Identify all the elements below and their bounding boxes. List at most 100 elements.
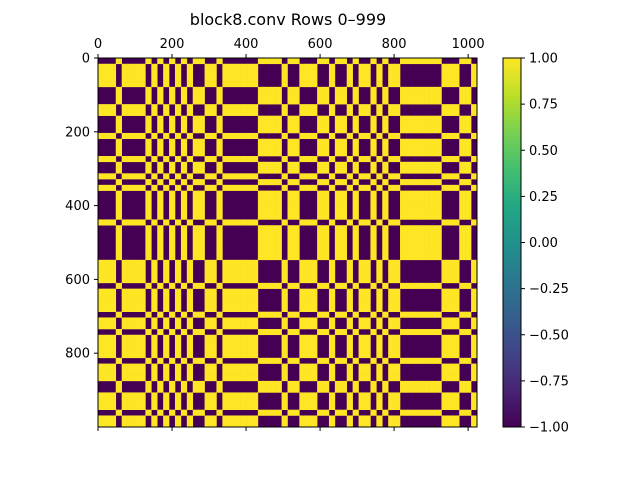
- heatmap-cell: [317, 161, 324, 168]
- heatmap-cell: [263, 127, 271, 134]
- heatmap-cell: [346, 259, 353, 266]
- heatmap-cell: [275, 150, 282, 157]
- heatmap-cell: [222, 392, 229, 399]
- heatmap-cell: [305, 69, 312, 76]
- heatmap-cell: [376, 369, 383, 376]
- heatmap-cell: [317, 386, 324, 393]
- heatmap-cell: [317, 127, 324, 134]
- heatmap-cell: [358, 340, 365, 347]
- heatmap-cell: [103, 104, 111, 111]
- heatmap-cell: [340, 242, 348, 249]
- heatmap-cell: [157, 207, 164, 214]
- heatmap-cell: [109, 323, 117, 330]
- heatmap-cell: [382, 190, 389, 197]
- heatmap-cell: [186, 259, 194, 266]
- heatmap-cell: [269, 58, 276, 65]
- heatmap-cell: [246, 305, 253, 312]
- heatmap-cell: [115, 144, 122, 151]
- heatmap-cell: [109, 403, 117, 411]
- heatmap-cell: [453, 288, 460, 295]
- heatmap-cell: [405, 242, 413, 249]
- heatmap-cell: [293, 311, 300, 318]
- heatmap-cell: [115, 328, 122, 336]
- heatmap-cell: [246, 375, 253, 382]
- colorbar-tick-label: −1.00: [529, 421, 569, 436]
- heatmap-cell: [429, 115, 436, 122]
- heatmap-cell: [133, 403, 140, 411]
- heatmap-cell: [405, 328, 413, 336]
- heatmap-cell: [151, 294, 158, 301]
- heatmap-cell: [417, 115, 424, 122]
- heatmap-cell: [180, 121, 188, 128]
- heatmap-cell: [109, 277, 117, 284]
- heatmap-cell: [234, 109, 241, 116]
- heatmap-cell: [234, 104, 241, 111]
- heatmap-cell: [163, 109, 170, 116]
- heatmap-cell: [388, 305, 395, 312]
- heatmap-cell: [133, 69, 140, 76]
- heatmap-cell: [346, 334, 353, 341]
- heatmap-cell: [358, 392, 365, 399]
- heatmap-cell: [281, 75, 288, 82]
- heatmap-cell: [370, 386, 377, 393]
- heatmap-cell: [98, 375, 105, 382]
- heatmap-cell: [394, 317, 401, 324]
- heatmap-cell: [423, 127, 430, 134]
- heatmap-cell: [394, 346, 401, 353]
- heatmap-cell: [145, 225, 152, 232]
- heatmap-cell: [287, 225, 294, 232]
- heatmap-cell: [346, 63, 353, 70]
- heatmap-cell: [459, 115, 466, 122]
- heatmap-cell: [358, 352, 365, 359]
- heatmap-cell: [417, 167, 424, 174]
- heatmap-cell: [98, 317, 105, 324]
- heatmap-cell: [98, 271, 105, 278]
- heatmap-cell: [127, 277, 134, 284]
- heatmap-cell: [169, 409, 176, 416]
- heatmap-cell: [127, 305, 134, 312]
- heatmap-cell: [204, 81, 211, 88]
- heatmap-cell: [311, 104, 318, 111]
- heatmap-cell: [358, 259, 365, 266]
- heatmap-cell: [269, 86, 276, 93]
- heatmap-cell: [127, 317, 134, 324]
- heatmap-cell: [145, 115, 152, 122]
- heatmap-cell: [121, 323, 128, 330]
- heatmap-cell: [281, 132, 288, 140]
- heatmap-cell: [251, 219, 259, 226]
- heatmap-cell: [323, 242, 330, 249]
- heatmap-cell: [346, 277, 353, 284]
- heatmap-cell: [334, 213, 342, 220]
- heatmap-cell: [459, 127, 466, 134]
- heatmap-cell: [281, 156, 288, 163]
- heatmap-cell: [453, 403, 460, 411]
- heatmap-cell: [411, 225, 419, 232]
- heatmap-cell: [429, 254, 436, 261]
- heatmap-cell: [459, 236, 466, 243]
- heatmap-cell: [400, 115, 407, 122]
- heatmap-cell: [263, 225, 271, 232]
- heatmap-cell: [453, 294, 460, 301]
- heatmap-cell: [441, 415, 448, 422]
- heatmap-cell: [263, 167, 271, 174]
- heatmap-cell: [435, 380, 442, 387]
- heatmap-cell: [109, 271, 117, 278]
- heatmap-cell: [447, 323, 454, 330]
- heatmap-cell: [151, 323, 158, 330]
- heatmap-cell: [222, 363, 229, 370]
- heatmap-cell: [198, 92, 205, 99]
- heatmap-cell: [405, 196, 413, 203]
- heatmap-cell: [311, 323, 318, 330]
- heatmap-cell: [417, 213, 424, 220]
- heatmap-cell: [453, 63, 460, 70]
- heatmap-cell: [388, 323, 395, 330]
- heatmap-cell: [186, 265, 194, 272]
- heatmap-cell: [281, 81, 288, 88]
- heatmap-cell: [334, 127, 342, 134]
- heatmap-cell: [311, 346, 318, 353]
- heatmap-cell: [163, 294, 170, 301]
- heatmap-cell: [139, 340, 146, 347]
- heatmap-cell: [305, 317, 312, 324]
- heatmap-cell: [364, 271, 371, 278]
- heatmap-cell: [210, 173, 217, 180]
